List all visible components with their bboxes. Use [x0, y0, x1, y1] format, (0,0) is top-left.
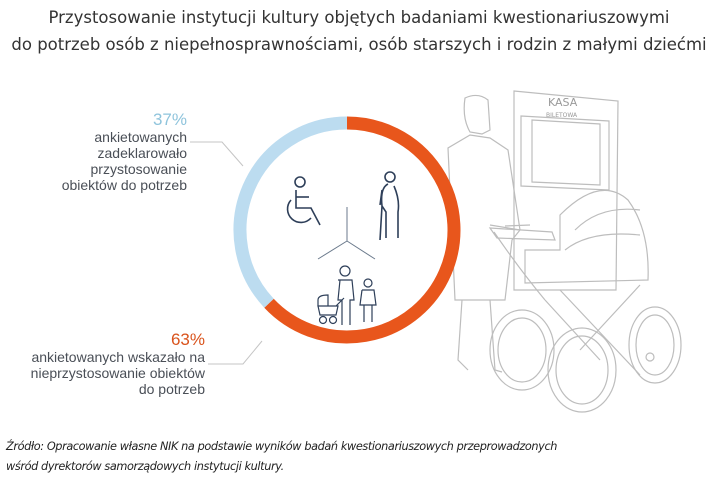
sign-text-kasa: KASA	[548, 96, 578, 109]
ticket-office-illustration: KASA BILETOWA	[513, 90, 619, 291]
leader-line-37	[190, 141, 244, 167]
value-label-63: 63%	[170, 330, 205, 349]
label-37-line-1: ankietowanych	[94, 129, 187, 145]
label-63-line-2: nieprzystosowanie obiektów	[30, 365, 205, 381]
source-line-1: Źródło: Opracowanie własne NIK na podsta…	[6, 440, 558, 453]
family-stroller-icon	[317, 265, 377, 325]
source-line-2: wśród dyrektorów samorządowych instytucj…	[6, 460, 284, 473]
stroller-illustration	[488, 189, 682, 413]
label-63-line-1: ankietowanych wskazało na	[31, 349, 205, 365]
donut-slice-nieprzystosowanie	[264, 116, 461, 344]
title-line-2: do potrzeb osób z niepełnosprawnościami,…	[11, 35, 707, 54]
title-line-1: Przystosowanie instytucji kultury objęty…	[48, 8, 670, 27]
sign-text-biletowa: BILETOWA	[546, 112, 578, 119]
donut-slice-przystosowanie	[233, 116, 348, 308]
center-divider	[317, 207, 376, 260]
label-37-line-2: zadeklarowało	[97, 145, 188, 161]
label-37-line-4: obiektów do potrzeb	[61, 177, 187, 193]
label-37: 37% ankietowanych zadeklarowało przystos…	[62, 110, 187, 193]
elderly-person-icon	[379, 171, 400, 241]
label-63: 63% ankietowanych wskazało na nieprzysto…	[31, 330, 205, 397]
label-63-line-3: do potrzeb	[138, 381, 205, 397]
wheelchair-icon	[286, 176, 321, 226]
chart-title: Przystosowanie instytucji kultury objęty…	[0, 4, 718, 58]
donut-chart	[233, 116, 461, 344]
source-note: Źródło: Opracowanie własne NIK na podsta…	[6, 437, 557, 477]
label-37-line-3: przystosowanie	[90, 161, 188, 177]
value-label-37: 37%	[152, 110, 187, 129]
leader-line-63	[208, 340, 263, 365]
